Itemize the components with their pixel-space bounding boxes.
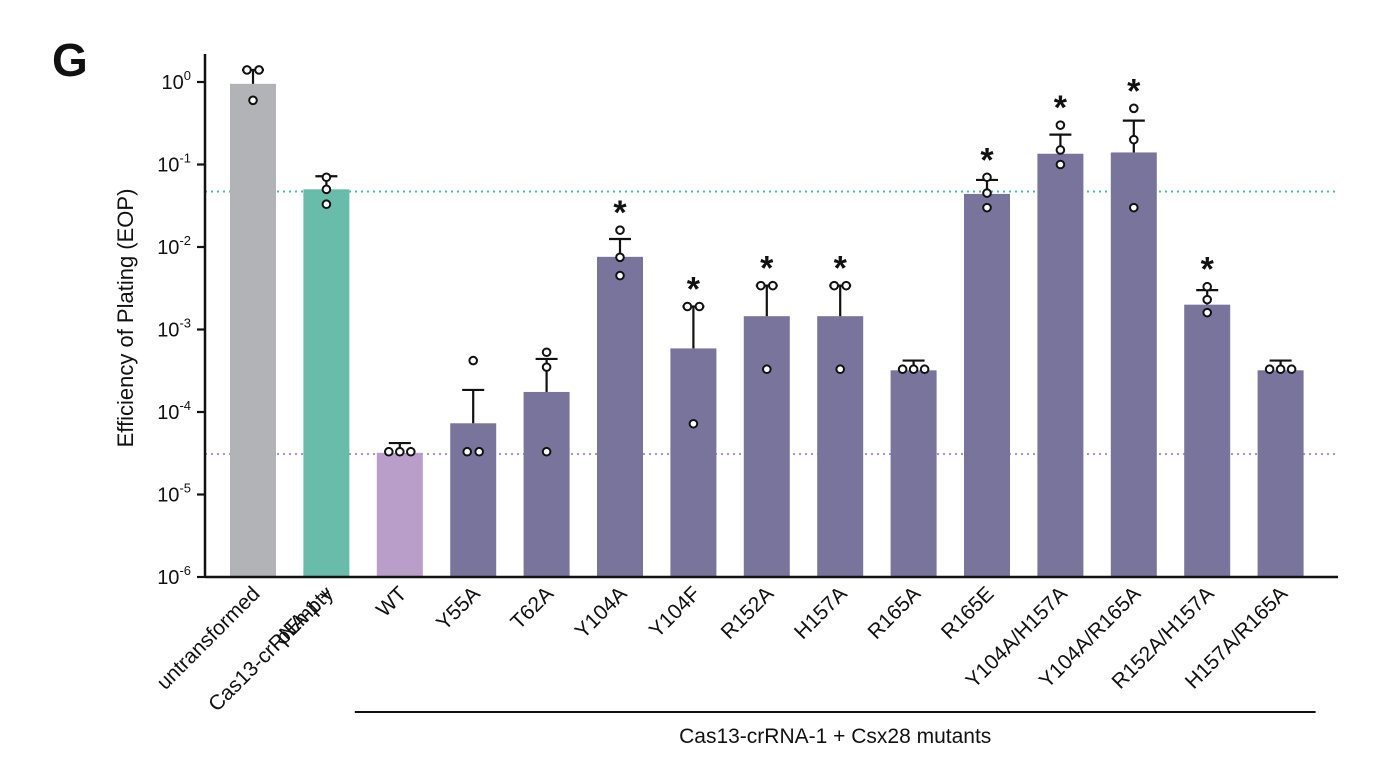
data-points [242, 65, 1297, 457]
data-point [321, 184, 332, 195]
y-ticks: 100 10-1 10-2 10-3 10-4 10-5 10-6 [157, 68, 205, 589]
x-tick-label: Y55A [432, 582, 485, 635]
data-point [841, 280, 852, 291]
y-tick-label: 10-2 [157, 233, 191, 259]
significance-star: * [1054, 89, 1068, 127]
significance-star: * [980, 141, 994, 179]
x-tick-label: WT [372, 582, 411, 621]
data-point [1202, 281, 1212, 292]
bar [1037, 153, 1084, 577]
data-point [468, 355, 479, 366]
data-point [688, 418, 699, 429]
data-point [1286, 364, 1297, 375]
bar [230, 83, 276, 577]
x-tick-label: T62A [506, 582, 558, 634]
y-tick-label: 100 [162, 68, 191, 94]
data-point [615, 252, 625, 263]
data-point [982, 172, 992, 183]
data-point [1129, 103, 1139, 114]
data-point [1129, 202, 1139, 213]
data-point [406, 446, 416, 457]
data-point [242, 65, 252, 75]
data-point [615, 270, 625, 281]
data-point [321, 199, 332, 210]
bar [450, 423, 497, 577]
data-point [768, 280, 778, 291]
y-tick-label: 10-6 [157, 563, 191, 589]
bar [376, 452, 423, 577]
bar [597, 256, 643, 577]
x-tick-label: R152A [717, 582, 779, 644]
bar [743, 316, 790, 577]
data-point [1055, 159, 1066, 170]
panel-letter: G [52, 34, 88, 86]
y-axis-title: Efficiency of Plating (EOP) [113, 189, 138, 448]
bar [1184, 304, 1231, 577]
x-tick-label: R165A [863, 582, 925, 644]
data-point [1055, 120, 1066, 130]
x-tick-label: H157A [790, 582, 852, 644]
significance-star: * [1201, 251, 1215, 289]
data-point [1202, 307, 1212, 318]
group-label: Cas13-crRNA-1 + Csx28 mutants [679, 725, 991, 748]
data-point [982, 202, 992, 213]
bar [670, 348, 717, 577]
bar [817, 316, 864, 577]
y-tick-label: 10-5 [157, 481, 191, 507]
data-point [1275, 364, 1286, 375]
data-point [1055, 145, 1066, 155]
data-point [756, 280, 766, 291]
y-tick-label: 10-1 [157, 151, 191, 177]
x-tick-label: pEmpty [271, 582, 338, 649]
bar [890, 370, 937, 577]
data-point [982, 188, 992, 198]
data-point [908, 364, 919, 375]
significance-star: * [613, 194, 627, 232]
data-point [1264, 364, 1275, 375]
data-point [474, 446, 485, 457]
data-point [541, 347, 552, 358]
data-point [919, 364, 930, 375]
data-point [1202, 294, 1212, 305]
data-point [395, 446, 405, 457]
data-point [254, 65, 264, 75]
data-point [835, 364, 846, 375]
bars [230, 83, 1304, 578]
bar [523, 391, 570, 577]
data-point [682, 301, 693, 312]
significance-stars: * * * * * * * * [613, 72, 1214, 308]
bar [303, 189, 350, 578]
bar [1257, 370, 1304, 577]
y-tick-label: 10-4 [157, 398, 191, 424]
data-point [829, 280, 840, 291]
significance-star: * [1127, 72, 1141, 110]
significance-star: * [760, 250, 774, 288]
data-point [541, 446, 552, 457]
data-point [762, 364, 772, 375]
x-tick-label: Y104A [571, 582, 632, 643]
group-annotation: Cas13-crRNA-1 + Csx28 mutants [354, 711, 1316, 748]
data-point [897, 364, 908, 375]
data-point [615, 225, 625, 235]
data-point [384, 446, 394, 457]
data-point [462, 446, 473, 457]
x-tick-label: R165E [937, 582, 999, 644]
data-point [541, 362, 552, 372]
bar [964, 193, 1010, 577]
bar [1110, 152, 1157, 577]
data-point [1129, 134, 1139, 145]
x-tick-label: Y104F [645, 582, 705, 642]
data-point [321, 172, 332, 183]
significance-star: * [834, 250, 848, 288]
y-tick-label: 10-3 [157, 316, 191, 342]
axes [203, 54, 1338, 579]
data-point [248, 95, 258, 106]
significance-star: * [687, 271, 701, 309]
data-point [694, 301, 705, 312]
